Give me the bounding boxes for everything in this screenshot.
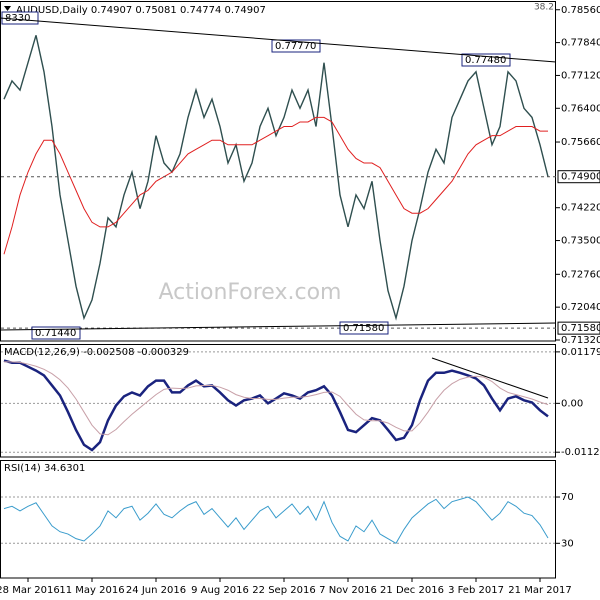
annotation-box xyxy=(31,326,81,340)
x-tick-label: 3 Feb 2017 xyxy=(448,585,504,596)
price-level-box xyxy=(557,170,600,184)
annotation-label: 0.71580 xyxy=(343,323,384,334)
y-tick-label: 0.77840 xyxy=(561,38,600,49)
price-level-label: 0.74900 xyxy=(561,172,600,183)
price-level-box xyxy=(557,321,600,335)
chart-layer: 0.78560 0.77840 0.77120 0.76400 0.75660 0.742… xyxy=(0,3,600,596)
y-tick-label: 0.74220 xyxy=(561,203,600,214)
series-line xyxy=(3,116,548,255)
series-line xyxy=(3,496,549,544)
annotation-box xyxy=(271,39,321,53)
series-line xyxy=(3,359,549,452)
y-tick-label: 0.71320 xyxy=(561,335,600,346)
menu-arrow xyxy=(4,6,11,11)
watermark: ActionForex.com xyxy=(159,280,342,305)
macd-trendline xyxy=(431,357,549,399)
pane-title: RSI(14) 34.6301 xyxy=(4,463,85,474)
y-tick-label: 30 xyxy=(561,538,574,549)
y-tick-label: 70 xyxy=(561,492,574,503)
y-tick-label: 0.00 xyxy=(561,398,583,409)
y-tick-label: 0.73500 xyxy=(561,236,600,247)
annotation-label: 0.71440 xyxy=(35,328,76,339)
y-tick-label: 0.77120 xyxy=(561,70,600,81)
y-tick-label: 0.76400 xyxy=(561,103,600,114)
resistance-trendline xyxy=(0,17,557,63)
y-tick-label: 0.78560 xyxy=(561,5,600,16)
x-tick-label: 21 Mar 2017 xyxy=(508,585,571,596)
x-tick-label: 9 Aug 2016 xyxy=(191,585,249,596)
corner-label: 38.2 xyxy=(534,3,554,13)
y-tick-label: 0.72040 xyxy=(561,302,600,313)
rsi-pane xyxy=(0,460,556,579)
x-tick-label: 28 Mar 2016 xyxy=(0,585,60,596)
series-line xyxy=(3,35,549,321)
x-tick-label: 22 Sep 2016 xyxy=(252,585,315,596)
pane-title: AUDUSD,Daily 0.74907 0.75081 0.74774 0.7… xyxy=(16,5,266,16)
annotation-label: 8330 xyxy=(5,13,30,24)
macd-pane xyxy=(0,344,556,458)
x-tick-label: 21 Dec 2016 xyxy=(380,585,444,596)
y-tick-label: 0.72760 xyxy=(561,269,600,280)
support-trendline xyxy=(0,322,557,331)
y-tick-label: -0.011201 xyxy=(561,447,600,458)
series-line xyxy=(4,361,549,436)
x-tick-label: 7 Nov 2016 xyxy=(319,585,377,596)
pane-title: MACD(12,26,9) -0.002508 -0.000329 xyxy=(4,347,189,358)
y-tick-label: 0.011794 xyxy=(561,347,600,358)
annotation-label: 0.77770 xyxy=(275,41,316,52)
x-tick-label: 11 May 2016 xyxy=(59,585,124,596)
x-tick-label: 24 Jun 2016 xyxy=(126,585,186,596)
price-level-label: 0.71580 xyxy=(561,323,600,334)
y-tick-label: 0.75660 xyxy=(561,137,600,148)
annotation-label: 0.77480 xyxy=(465,55,506,66)
